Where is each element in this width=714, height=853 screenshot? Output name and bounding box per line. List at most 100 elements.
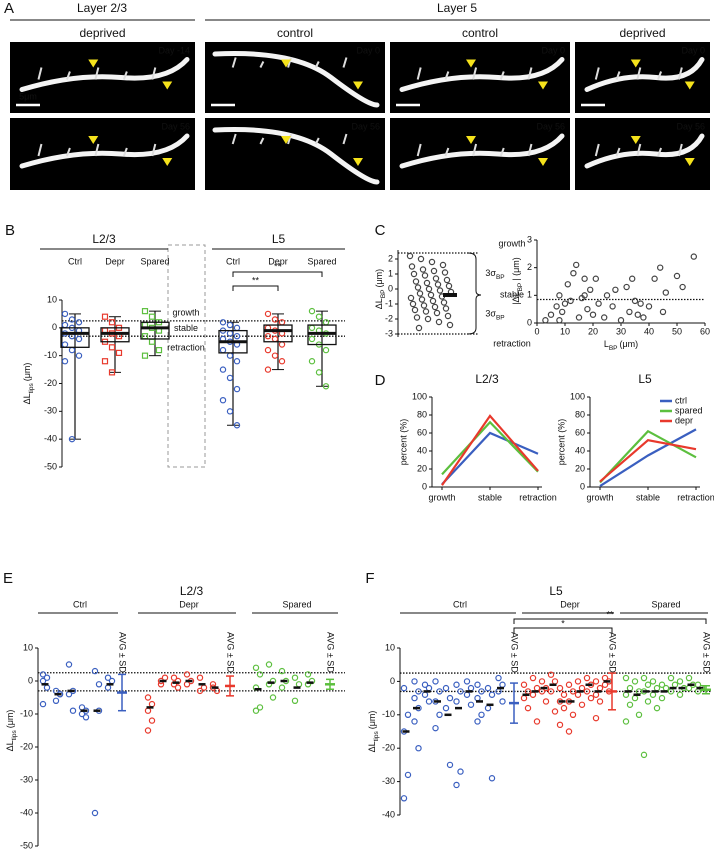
- data-point: [612, 286, 619, 293]
- spine: [416, 67, 422, 80]
- data-point: [308, 358, 316, 365]
- y-tick-label: 2: [527, 262, 532, 272]
- data-point: [583, 688, 591, 695]
- data-point: [196, 674, 204, 681]
- data-point: [560, 704, 568, 712]
- arrowhead: [162, 81, 173, 90]
- spine: [122, 71, 128, 80]
- spine: [594, 143, 600, 157]
- data-point: [442, 704, 450, 712]
- spine: [527, 67, 533, 80]
- data-point: [91, 667, 99, 675]
- data-point: [68, 316, 76, 323]
- data-point: [676, 678, 684, 685]
- data-point: [432, 275, 440, 282]
- spine: [615, 71, 621, 80]
- data-point: [104, 674, 112, 681]
- data-point: [431, 303, 439, 311]
- arrowhead: [88, 59, 99, 68]
- series-line: [441, 414, 539, 486]
- data-point: [474, 681, 481, 688]
- data-point: [495, 674, 502, 682]
- label-sub: BP: [609, 345, 618, 352]
- data-point: [271, 335, 279, 343]
- data-point: [565, 681, 573, 688]
- data-point: [219, 366, 227, 373]
- y-tick-label: 10: [23, 642, 33, 652]
- data-point: [65, 691, 73, 698]
- data-point: [609, 303, 616, 310]
- data-point: [592, 714, 600, 722]
- data-point: [226, 321, 234, 329]
- data-point: [553, 303, 560, 310]
- data-point: [233, 358, 241, 365]
- data-point: [291, 697, 299, 705]
- series-line: [441, 431, 539, 486]
- data-point: [264, 332, 272, 340]
- label-unit: (μm): [620, 339, 639, 349]
- data-point: [653, 684, 661, 692]
- data-point: [219, 397, 227, 404]
- data-point: [278, 667, 286, 675]
- data-point: [657, 264, 664, 271]
- spine: [314, 137, 320, 145]
- category-label: Depr: [105, 256, 125, 266]
- data-point: [484, 704, 492, 712]
- y-tick-label: -10: [44, 350, 57, 360]
- data-point: [488, 691, 496, 698]
- day-label: Day 56: [676, 121, 705, 131]
- label-main: 3σ: [485, 268, 496, 278]
- data-point: [589, 311, 597, 318]
- category-label: Ctrl: [68, 256, 82, 266]
- data-point: [622, 691, 630, 698]
- data-point: [499, 698, 506, 705]
- y-tick-label: -3: [385, 328, 393, 338]
- data-point: [603, 292, 611, 299]
- dendrite: [584, 133, 705, 169]
- y-tick-label: 3: [527, 234, 532, 244]
- data-point: [91, 809, 99, 817]
- series-line: [599, 439, 697, 483]
- panel-letter: D: [375, 372, 386, 389]
- data-point: [264, 346, 272, 354]
- spine: [37, 67, 43, 80]
- day-label: Day 56: [536, 121, 565, 131]
- data-point: [690, 253, 698, 260]
- data-point: [644, 681, 652, 688]
- data-point: [170, 674, 178, 681]
- category-label: Depr: [268, 256, 288, 266]
- y-tick-label: 0: [28, 675, 33, 685]
- data-point: [446, 761, 454, 769]
- data-point: [233, 385, 241, 393]
- significance-label: **: [606, 609, 614, 619]
- data-point: [662, 289, 670, 296]
- data-point: [291, 674, 299, 681]
- spine: [472, 143, 478, 157]
- day-label: Day 0: [541, 45, 565, 55]
- sigma-label: 3σBP: [485, 309, 504, 322]
- data-point: [561, 300, 569, 307]
- x-tick-label: growth: [428, 492, 455, 502]
- data-point: [441, 269, 449, 276]
- y-axis-label: |ΔLBP | (μm): [511, 257, 524, 305]
- data-point: [422, 308, 430, 315]
- data-point: [423, 279, 431, 287]
- data-point: [256, 704, 264, 711]
- spine: [151, 143, 157, 157]
- data-point: [645, 303, 653, 310]
- x-tick-label: retraction: [519, 492, 557, 502]
- data-point: [631, 694, 639, 702]
- spine: [342, 57, 348, 68]
- group-label: Spared: [651, 599, 680, 609]
- data-point: [640, 751, 648, 759]
- data-point: [144, 707, 152, 714]
- data-point: [434, 281, 442, 288]
- data-point: [676, 691, 684, 698]
- avg-label: AVG ± SD: [326, 632, 336, 673]
- data-point: [442, 684, 450, 692]
- data-point: [592, 691, 600, 698]
- data-point: [484, 684, 492, 692]
- data-point: [629, 275, 636, 282]
- y-axis-label: percent (%): [398, 419, 408, 466]
- data-point: [108, 677, 116, 685]
